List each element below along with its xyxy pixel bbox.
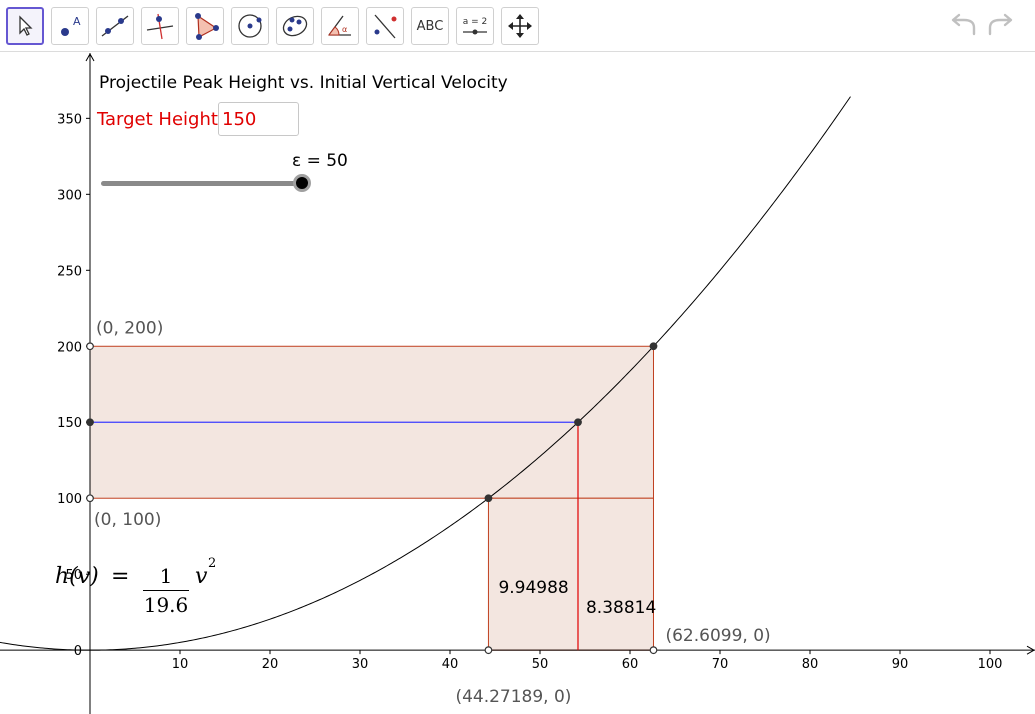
annotation-label: 9.94988 — [498, 578, 568, 598]
graph-point — [484, 494, 493, 503]
target-height-input[interactable] — [218, 102, 299, 136]
slider-icon: a = 2 — [463, 17, 488, 35]
redo-icon — [988, 13, 1013, 36]
function-curve — [0, 96, 851, 651]
epsilon-slider-label: ε = 50 — [292, 151, 348, 171]
formula-variable: v — [195, 564, 208, 589]
circle-icon — [238, 14, 262, 38]
formula-equals: = — [111, 564, 130, 589]
annotation-label: (62.6099, 0) — [665, 626, 770, 646]
guide-lines — [90, 421, 579, 651]
text-tool-label: ABC — [416, 18, 444, 34]
y-tick-label: 300 — [57, 188, 82, 203]
x-tick-label: 50 — [532, 657, 549, 672]
svg-text:A: A — [73, 15, 81, 28]
undo-icon — [951, 13, 976, 36]
y-tick-label: 350 — [57, 112, 82, 127]
formula-denominator: 19.6 — [143, 593, 189, 617]
formula-exponent: 2 — [208, 556, 217, 571]
formula-fraction: 1 19.6 — [143, 564, 189, 617]
x-tick-label: 20 — [262, 657, 279, 672]
annotation-label: 8.38814 — [586, 598, 656, 618]
cursor-arrow-icon — [19, 15, 33, 36]
target-height-label: Target Height — [97, 109, 218, 130]
x-axis-arrow — [1026, 645, 1035, 655]
point-tool-button[interactable]: A — [51, 7, 89, 45]
perpendicular-line-icon — [146, 13, 174, 40]
angle-tool-button[interactable]: α — [321, 7, 359, 45]
graphics-view[interactable]: 10 20 30 40 50 60 70 80 90 1005010015020025030035… — [0, 53, 1035, 714]
move-arrows-icon — [508, 14, 532, 38]
slider-tool-button[interactable]: a = 2 — [456, 7, 494, 45]
velocity-band-rect — [487, 497, 654, 651]
x-tick-label: 70 — [712, 657, 729, 672]
redo-button[interactable] — [984, 12, 1016, 44]
move-tool-button[interactable] — [6, 7, 44, 45]
y-tick-label: 100 — [57, 492, 82, 507]
ellipse-tool-button[interactable] — [276, 7, 314, 45]
y-tick-label: 50 — [65, 568, 82, 583]
axes: 10 20 30 40 50 60 70 80 90 1005010015020025030035… — [0, 53, 1035, 714]
circle-tool-button[interactable] — [231, 7, 269, 45]
ellipse-icon — [282, 15, 308, 37]
y-axis-arrow — [85, 53, 95, 62]
epsilon-slider-track[interactable] — [101, 181, 302, 186]
x-tick-label: 10 — [172, 657, 189, 672]
reflect-tool-button[interactable] — [366, 7, 404, 45]
points — [86, 342, 658, 655]
y-tick-label: 250 — [57, 264, 82, 279]
slider-tool-label: a = 2 — [463, 17, 488, 27]
polygon-tool-button[interactable] — [186, 7, 224, 45]
epsilon-slider-knob[interactable] — [293, 174, 311, 192]
text-tool-button[interactable]: ABC — [411, 7, 449, 45]
annotation-label: (0, 200) — [96, 318, 163, 338]
line-tool-button[interactable] — [96, 7, 134, 45]
point-labels: (0, 200) (0, 100) (62.6099, 0) (44.27189, 0… — [94, 318, 771, 707]
x-tick-label: 100 — [978, 657, 1003, 672]
x-tick-label: 80 — [802, 657, 819, 672]
formula-numerator: 1 — [159, 564, 173, 588]
x-tick-label: 60 — [622, 657, 639, 672]
svg-text:α: α — [342, 25, 347, 34]
x-tick-label: 30 — [352, 657, 369, 672]
curve-layer — [0, 96, 851, 651]
graph-point — [86, 342, 94, 351]
graph-point — [86, 418, 94, 427]
perpendicular-tool-button[interactable] — [141, 7, 179, 45]
graph-point — [484, 646, 493, 655]
toolbar: A α ABC a = 2 — [0, 0, 1035, 52]
x-tick-label: 90 — [892, 657, 909, 672]
function-formula: h(v) = 1 19.6 v 2 — [55, 556, 216, 617]
annotation-label: (44.27189, 0) — [455, 687, 571, 707]
polygon-icon — [195, 13, 219, 40]
point-icon: A — [61, 15, 81, 36]
graph-title: Projectile Peak Height vs. Initial Verti… — [99, 73, 508, 93]
angle-icon: α — [328, 15, 351, 36]
graph-point — [574, 418, 582, 427]
x-tick-label: 40 — [442, 657, 459, 672]
reflect-icon — [374, 14, 397, 39]
graph-point — [649, 342, 658, 351]
y-tick-label: 150 — [57, 416, 82, 431]
formula-fraction-bar — [143, 590, 189, 591]
graph-point — [649, 646, 658, 655]
line-icon — [101, 15, 129, 37]
move-view-tool-button[interactable] — [501, 7, 539, 45]
y-tick-label: 200 — [57, 340, 82, 355]
undo-button[interactable] — [948, 12, 980, 44]
origin-label: 0 — [74, 644, 82, 659]
formula-lhs: h(v) — [55, 564, 99, 589]
annotation-label: (0, 100) — [94, 510, 161, 530]
graph-point — [86, 494, 94, 503]
